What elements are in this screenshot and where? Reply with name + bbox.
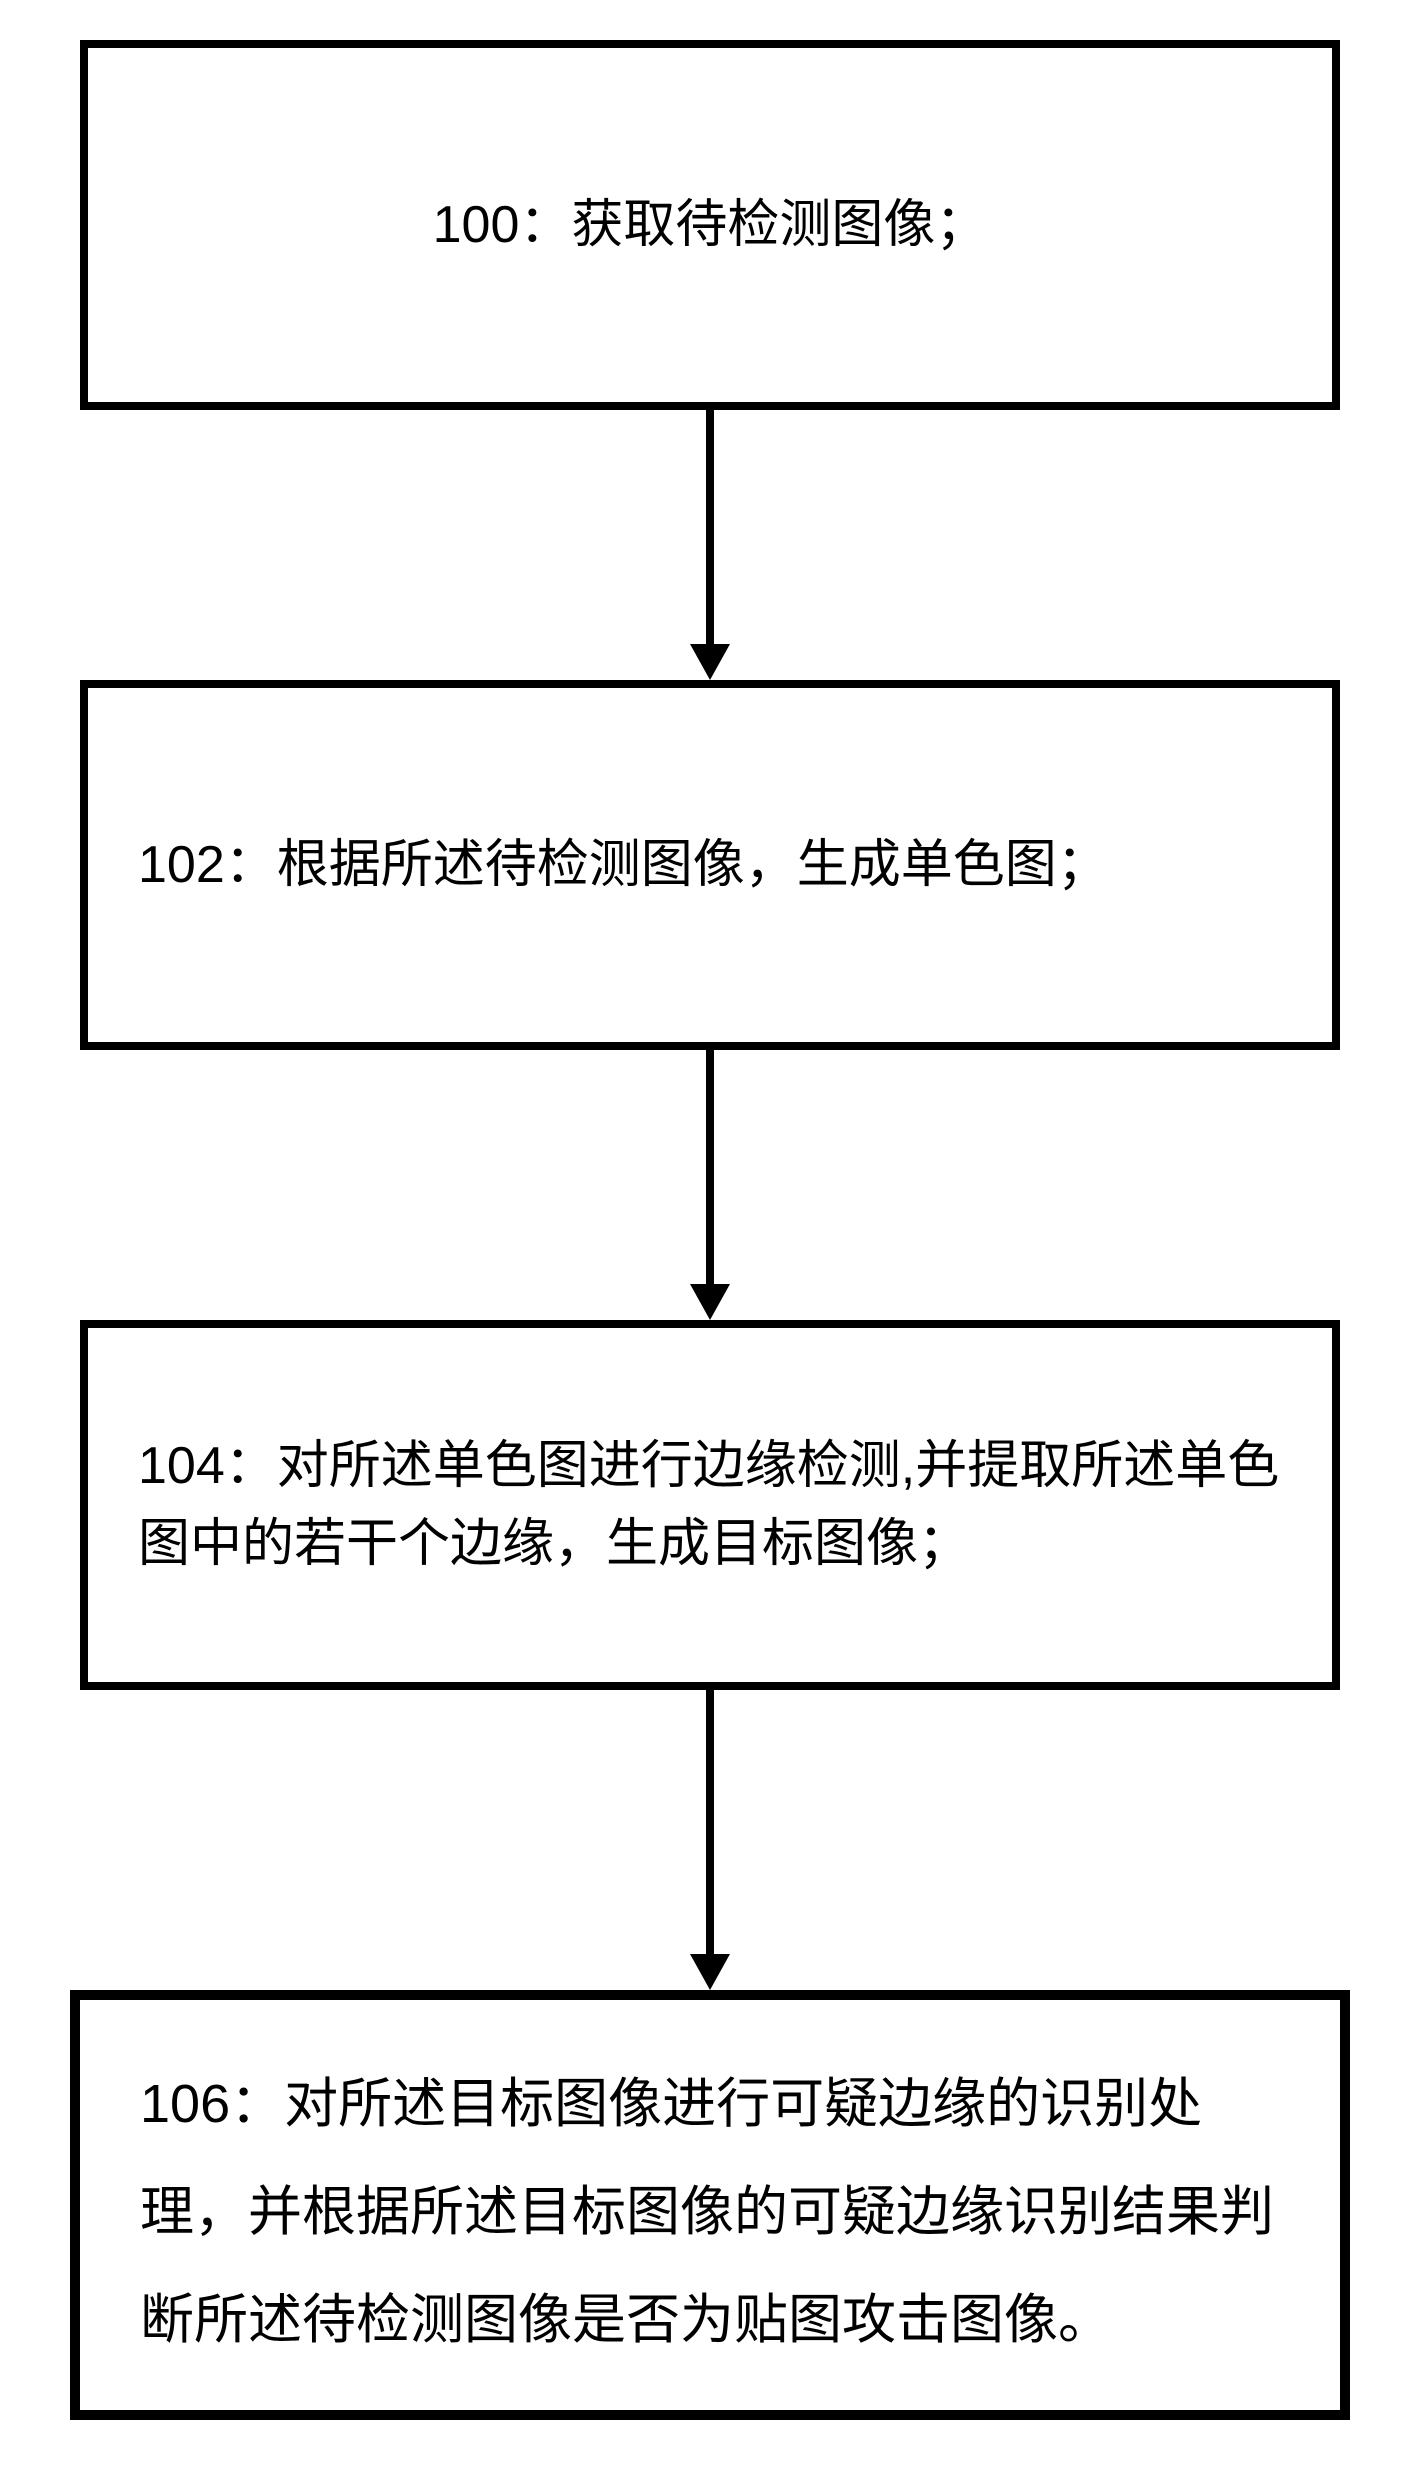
flowchart-arrow-2-head [690,1284,730,1320]
flowchart-arrow-2-line [706,1050,714,1284]
flowchart-node-100: 100：获取待检测图像； [80,40,1340,410]
flowchart-arrow-3-line [706,1690,714,1954]
flowchart-node-104-label: 104：对所述单色图进行边缘检测,并提取所述单色图中的若干个边缘，生成目标图像； [128,1427,1292,1583]
flowchart-arrow-1-head [690,644,730,680]
flowchart-container: 100：获取待检测图像； 102：根据所述待检测图像，生成单色图； 104：对所… [0,0,1415,2489]
flowchart-node-102: 102：根据所述待检测图像，生成单色图； [80,680,1340,1050]
flowchart-arrow-1-line [706,410,714,644]
flowchart-node-106: 106：对所述目标图像进行可疑边缘的识别处理，并根据所述目标图像的可疑边缘识别结… [70,1990,1350,2420]
flowchart-node-100-label: 100：获取待检测图像； [128,186,1292,264]
flowchart-node-104: 104：对所述单色图进行边缘检测,并提取所述单色图中的若干个边缘，生成目标图像； [80,1320,1340,1690]
flowchart-node-106-label: 106：对所述目标图像进行可疑边缘的识别处理，并根据所述目标图像的可疑边缘识别结… [120,2050,1300,2374]
flowchart-node-102-label: 102：根据所述待检测图像，生成单色图； [128,826,1292,904]
flowchart-arrow-3-head [690,1954,730,1990]
